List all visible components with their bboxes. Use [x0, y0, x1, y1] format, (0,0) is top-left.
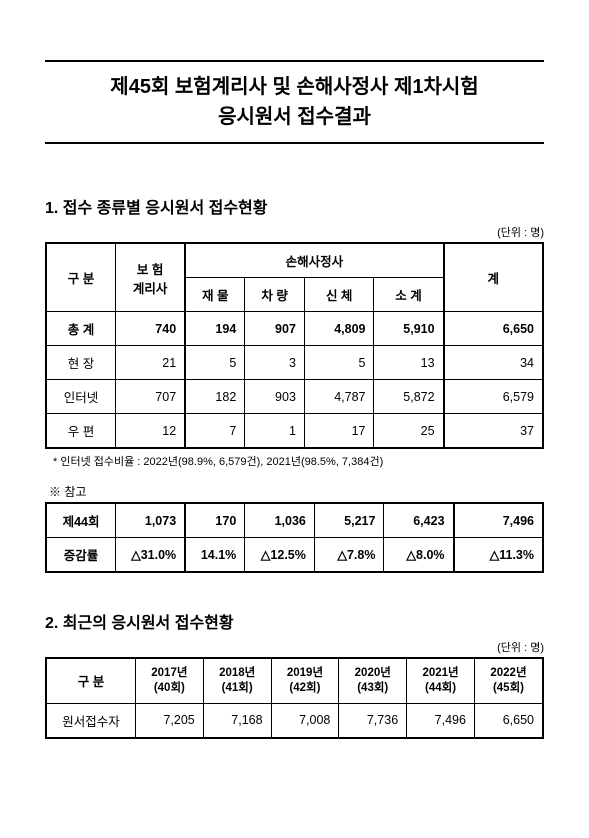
section1-heading: 1. 접수 종류별 응시원서 접수현황 — [45, 194, 544, 218]
row-label: 인터넷 — [46, 380, 116, 414]
row-label: 현 장 — [46, 346, 116, 380]
cell: 903 — [245, 380, 305, 414]
section2: 2. 최근의 응시원서 접수현황 (단위 : 명) 구 분 2017년(40회)… — [45, 609, 544, 739]
table1-ref: 제44회 1,073 170 1,036 5,217 6,423 7,496 증… — [45, 502, 544, 573]
section1-unit: (단위 : 명) — [45, 224, 544, 240]
row-label: 증감률 — [46, 538, 116, 573]
cell: 4,787 — [304, 380, 374, 414]
th-year: 2021년(44회) — [407, 658, 475, 703]
table-row: 증감률 △31.0% 14.1% △12.5% △7.8% △8.0% △11.… — [46, 538, 543, 573]
cell: 17 — [304, 414, 374, 449]
cell: 5,217 — [314, 503, 384, 538]
cell: △7.8% — [314, 538, 384, 573]
table1: 구 분 보 험 계리사 손해사정사 계 재 물 차 량 신 체 소 계 총 계 … — [45, 242, 544, 449]
cell: 14.1% — [185, 538, 245, 573]
title-block: 제45회 보험계리사 및 손해사정사 제1차시험 응시원서 접수결과 — [45, 60, 544, 144]
cell: 7,736 — [339, 703, 407, 738]
section1: 1. 접수 종류별 응시원서 접수현황 (단위 : 명) 구 분 보 험 계리사… — [45, 194, 544, 573]
section2-unit: (단위 : 명) — [45, 639, 544, 655]
title-line1: 제45회 보험계리사 및 손해사정사 제1차시험 — [110, 76, 478, 98]
cell: 5 — [304, 346, 374, 380]
cell: △8.0% — [384, 538, 454, 573]
th-charyang: 차 량 — [245, 278, 305, 312]
th-jaemul: 재 물 — [185, 278, 245, 312]
cell: 3 — [245, 346, 305, 380]
ref-label: ※ 참고 — [45, 483, 544, 500]
cell: 1,073 — [116, 503, 186, 538]
th-actuary: 보 험 계리사 — [116, 243, 186, 312]
th-year: 2020년(43회) — [339, 658, 407, 703]
cell: 5,910 — [374, 312, 444, 346]
cell: 170 — [185, 503, 245, 538]
cell: 7,205 — [135, 703, 203, 738]
cell: 5 — [185, 346, 245, 380]
cell: 13 — [374, 346, 444, 380]
cell: 7,168 — [203, 703, 271, 738]
table-row: 제44회 1,073 170 1,036 5,217 6,423 7,496 — [46, 503, 543, 538]
cell: 6,650 — [474, 703, 543, 738]
th-sinche: 신 체 — [304, 278, 374, 312]
table2: 구 분 2017년(40회) 2018년(41회) 2019년(42회) 202… — [45, 657, 544, 739]
row-label: 우 편 — [46, 414, 116, 449]
cell: 4,809 — [304, 312, 374, 346]
cell: 907 — [245, 312, 305, 346]
cell: 12 — [116, 414, 186, 449]
th-year: 2022년(45회) — [474, 658, 543, 703]
th-year: 2018년(41회) — [203, 658, 271, 703]
cell: 37 — [444, 414, 543, 449]
table-row: 현 장 21 5 3 5 13 34 — [46, 346, 543, 380]
cell: 25 — [374, 414, 444, 449]
table-row: 우 편 12 7 1 17 25 37 — [46, 414, 543, 449]
th-sogye: 소 계 — [374, 278, 444, 312]
table1-footnote: * 인터넷 접수비율 : 2022년(98.9%, 6,579건), 2021년… — [45, 453, 544, 469]
cell: 5,872 — [374, 380, 444, 414]
table-row: 인터넷 707 182 903 4,787 5,872 6,579 — [46, 380, 543, 414]
table-row: 원서접수자 7,205 7,168 7,008 7,736 7,496 6,65… — [46, 703, 543, 738]
th-total: 계 — [444, 243, 543, 312]
row-label: 총 계 — [46, 312, 116, 346]
cell: 182 — [185, 380, 245, 414]
cell: 34 — [444, 346, 543, 380]
cell: 21 — [116, 346, 186, 380]
cell: 1,036 — [245, 503, 315, 538]
cell: 7,008 — [271, 703, 339, 738]
title-line2: 응시원서 접수결과 — [218, 106, 371, 128]
cell: △11.3% — [454, 538, 543, 573]
cell: 1 — [245, 414, 305, 449]
th-year: 2017년(40회) — [135, 658, 203, 703]
cell: △31.0% — [116, 538, 186, 573]
cell: 6,579 — [444, 380, 543, 414]
cell: 6,423 — [384, 503, 454, 538]
th-gubun2: 구 분 — [46, 658, 135, 703]
table-row: 총 계 740 194 907 4,809 5,910 6,650 — [46, 312, 543, 346]
th-adjuster-group: 손해사정사 — [185, 243, 443, 278]
table1-body: 총 계 740 194 907 4,809 5,910 6,650 현 장 21… — [46, 312, 543, 449]
page-title: 제45회 보험계리사 및 손해사정사 제1차시험 응시원서 접수결과 — [45, 72, 544, 132]
row-label: 원서접수자 — [46, 703, 135, 738]
cell: 7 — [185, 414, 245, 449]
cell: 194 — [185, 312, 245, 346]
cell: 707 — [116, 380, 186, 414]
cell: △12.5% — [245, 538, 315, 573]
cell: 740 — [116, 312, 186, 346]
th-gubun: 구 분 — [46, 243, 116, 312]
th-year: 2019년(42회) — [271, 658, 339, 703]
cell: 6,650 — [444, 312, 543, 346]
cell: 7,496 — [407, 703, 475, 738]
cell: 7,496 — [454, 503, 543, 538]
section2-heading: 2. 최근의 응시원서 접수현황 — [45, 609, 544, 633]
row-label: 제44회 — [46, 503, 116, 538]
